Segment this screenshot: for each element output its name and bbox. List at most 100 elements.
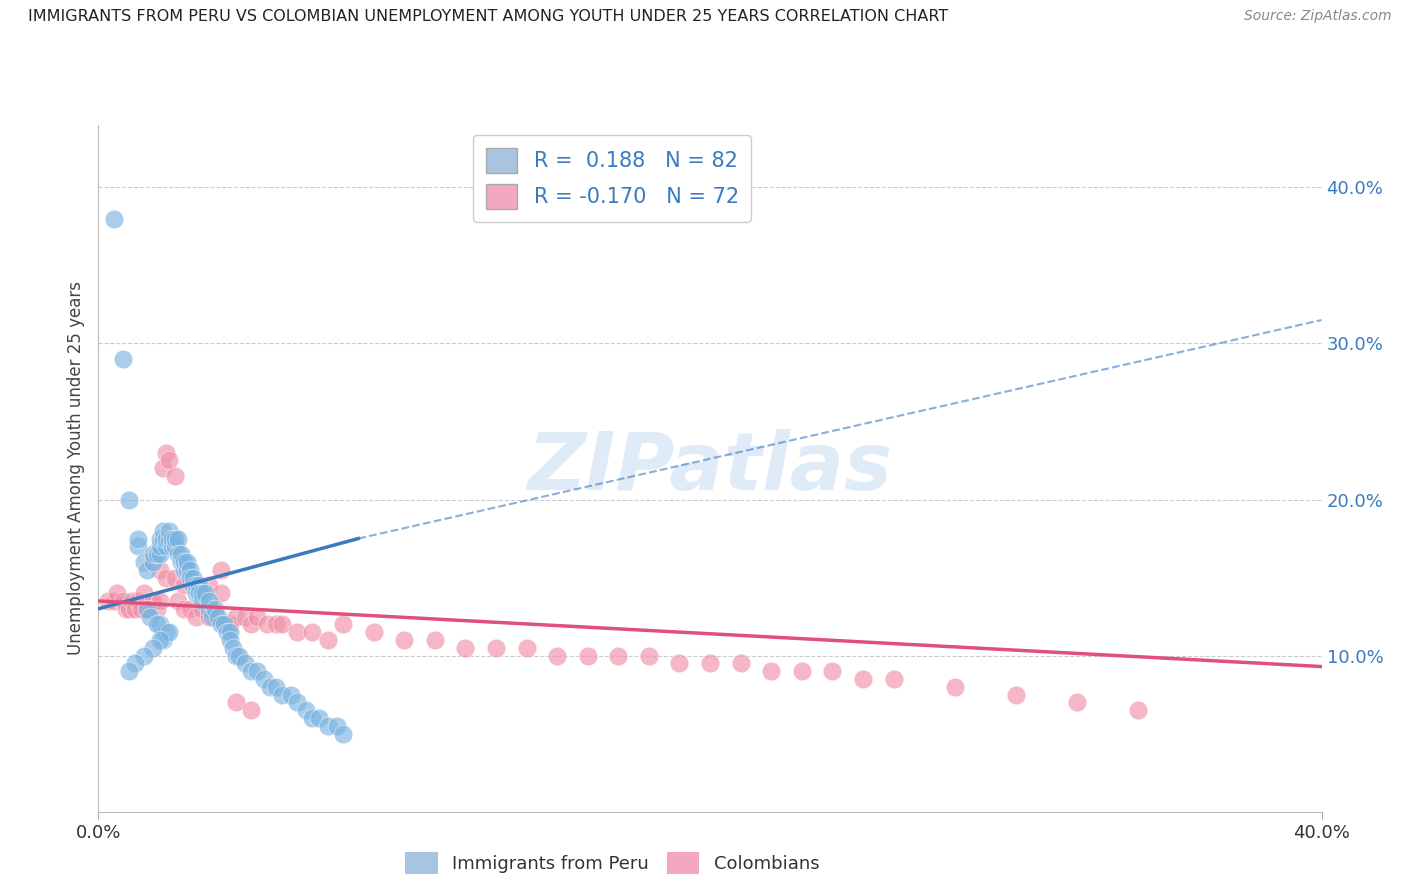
Point	[516, 640, 538, 655]
Point	[423, 633, 446, 648]
Point	[127, 594, 149, 608]
Point	[160, 539, 183, 553]
Point	[219, 633, 242, 648]
Point	[332, 617, 354, 632]
Point	[301, 711, 323, 725]
Point	[142, 640, 165, 655]
Point	[246, 664, 269, 678]
Point	[280, 688, 302, 702]
Point	[240, 664, 263, 678]
Point	[883, 672, 905, 686]
Point	[270, 688, 292, 702]
Point	[637, 648, 661, 663]
Point	[191, 601, 214, 615]
Point	[163, 469, 186, 483]
Point	[181, 571, 204, 585]
Point	[186, 578, 208, 592]
Point	[256, 617, 278, 632]
Point	[145, 601, 167, 615]
Point	[136, 601, 159, 615]
Point	[181, 578, 204, 592]
Text: Source: ZipAtlas.com: Source: ZipAtlas.com	[1244, 9, 1392, 23]
Text: ZIPatlas: ZIPatlas	[527, 429, 893, 508]
Point	[176, 555, 198, 569]
Point	[821, 664, 844, 678]
Point	[188, 578, 211, 592]
Point	[204, 601, 226, 615]
Point	[200, 609, 222, 624]
Point	[197, 609, 219, 624]
Point	[118, 601, 141, 615]
Point	[149, 594, 172, 608]
Point	[1004, 688, 1026, 702]
Point	[264, 680, 287, 694]
Point	[308, 711, 330, 725]
Point	[363, 625, 385, 640]
Point	[155, 532, 177, 546]
Text: IMMIGRANTS FROM PERU VS COLOMBIAN UNEMPLOYMENT AMONG YOUTH UNDER 25 YEARS CORREL: IMMIGRANTS FROM PERU VS COLOMBIAN UNEMPL…	[28, 9, 949, 24]
Point	[134, 648, 156, 663]
Point	[212, 617, 235, 632]
Point	[240, 703, 263, 717]
Point	[228, 648, 250, 663]
Point	[149, 539, 172, 553]
Point	[790, 664, 813, 678]
Point	[157, 453, 180, 467]
Point	[197, 601, 219, 615]
Point	[852, 672, 875, 686]
Point	[270, 617, 292, 632]
Point	[134, 586, 156, 600]
Point	[252, 672, 274, 686]
Point	[186, 609, 208, 624]
Point	[124, 657, 146, 671]
Point	[301, 625, 323, 640]
Point	[943, 680, 966, 694]
Point	[209, 563, 232, 577]
Point	[215, 625, 238, 640]
Point	[142, 594, 165, 608]
Point	[546, 648, 568, 663]
Point	[142, 555, 165, 569]
Point	[155, 571, 177, 585]
Point	[111, 351, 134, 366]
Point	[124, 601, 146, 615]
Point	[155, 625, 177, 640]
Point	[136, 601, 159, 615]
Point	[219, 625, 242, 640]
Point	[186, 578, 208, 592]
Point	[118, 664, 141, 678]
Point	[157, 532, 180, 546]
Point	[163, 532, 186, 546]
Point	[167, 547, 190, 561]
Point	[145, 547, 167, 561]
Point	[149, 633, 172, 648]
Point	[155, 445, 177, 460]
Point	[167, 594, 190, 608]
Point	[145, 617, 167, 632]
Point	[160, 532, 183, 546]
Point	[285, 696, 308, 710]
Point	[136, 563, 159, 577]
Point	[170, 547, 193, 561]
Point	[264, 617, 287, 632]
Point	[194, 586, 217, 600]
Point	[207, 609, 229, 624]
Point	[149, 563, 172, 577]
Point	[668, 657, 690, 671]
Point	[157, 625, 180, 640]
Point	[149, 617, 172, 632]
Point	[176, 563, 198, 577]
Point	[191, 594, 214, 608]
Point	[454, 640, 477, 655]
Point	[134, 555, 156, 569]
Point	[111, 594, 134, 608]
Point	[225, 648, 247, 663]
Point	[142, 555, 165, 569]
Point	[186, 586, 208, 600]
Point	[392, 633, 416, 648]
Point	[173, 563, 195, 577]
Point	[152, 461, 174, 475]
Point	[225, 696, 247, 710]
Point	[129, 601, 152, 615]
Point	[730, 657, 752, 671]
